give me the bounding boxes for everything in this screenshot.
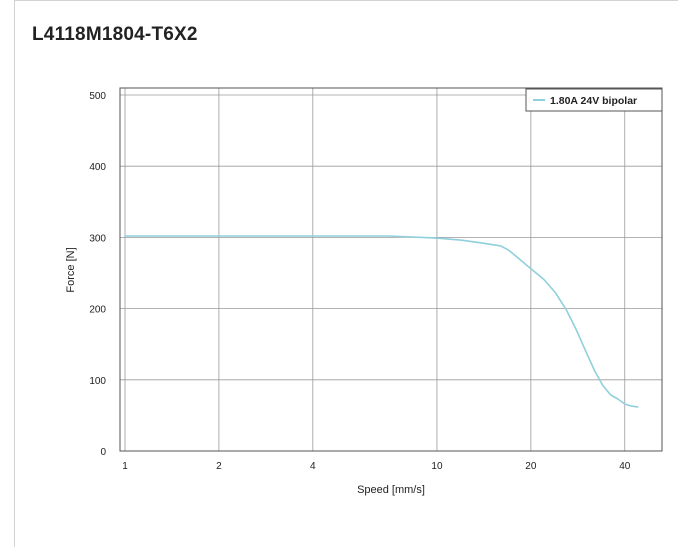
legend: 1.80A 24V bipolar: [525, 88, 663, 112]
y-tick-label: 400: [89, 162, 106, 173]
y-tick-label: 200: [89, 305, 106, 316]
y-tick-label: 100: [89, 376, 106, 387]
plot-area-border: [119, 87, 663, 452]
x-axis-label: Speed [mm/s]: [357, 484, 425, 496]
x-tick-label: 40: [619, 461, 631, 472]
series-line: [124, 235, 639, 408]
legend-label: 1.80A 24V bipolar: [550, 95, 637, 107]
legend-box: [525, 88, 663, 112]
chart-title: L4118M1804-T6X2: [32, 24, 198, 45]
series-group: [124, 235, 639, 408]
x-tick-label: 1: [122, 461, 128, 472]
chart-frame: [14, 0, 678, 547]
y-tick-label: 0: [100, 447, 106, 458]
y-axis-ticks: 0 100 200 300 400 500: [89, 91, 106, 458]
y-axis-label: Force [N]: [65, 247, 77, 292]
x-tick-label: 10: [431, 461, 443, 472]
grid-lines: [120, 88, 662, 451]
x-tick-label: 20: [525, 461, 537, 472]
y-tick-label: 500: [89, 91, 106, 102]
x-tick-label: 4: [310, 461, 316, 472]
x-axis-ticks: 1 2 4 10 20 40: [122, 461, 631, 472]
y-tick-label: 300: [89, 233, 106, 244]
x-tick-label: 2: [216, 461, 222, 472]
